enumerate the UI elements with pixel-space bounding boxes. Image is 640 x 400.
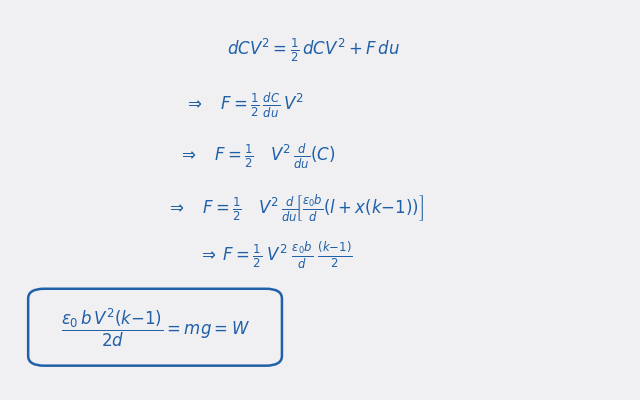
- Text: $\dfrac{\varepsilon_0\, b\, V^2(k{-}1)}{2d} = mg = W$: $\dfrac{\varepsilon_0\, b\, V^2(k{-}1)}{…: [61, 307, 250, 349]
- Text: $\Rightarrow\quad F = \frac{1}{2} \quad V^2\,\frac{d}{du}\!\left[\frac{\varepsil: $\Rightarrow\quad F = \frac{1}{2} \quad …: [166, 192, 424, 224]
- Text: $\Rightarrow\quad F = \frac{1}{2} \quad V^2\,\frac{d}{du}(C)$: $\Rightarrow\quad F = \frac{1}{2} \quad …: [178, 142, 335, 171]
- Text: $\Rightarrow\quad F = \frac{1}{2}\,\frac{dC}{du}\,V^2$: $\Rightarrow\quad F = \frac{1}{2}\,\frac…: [184, 91, 304, 120]
- Text: $\Rightarrow\; F = \frac{1}{2}\; V^2\;\frac{\varepsilon_0 b}{d}\;\frac{(k{-}1)}{: $\Rightarrow\; F = \frac{1}{2}\; V^2\;\f…: [198, 240, 353, 271]
- Text: $dCV^2 = \frac{1}{2}\, dCV^2 + F\,du$: $dCV^2 = \frac{1}{2}\, dCV^2 + F\,du$: [227, 36, 400, 64]
